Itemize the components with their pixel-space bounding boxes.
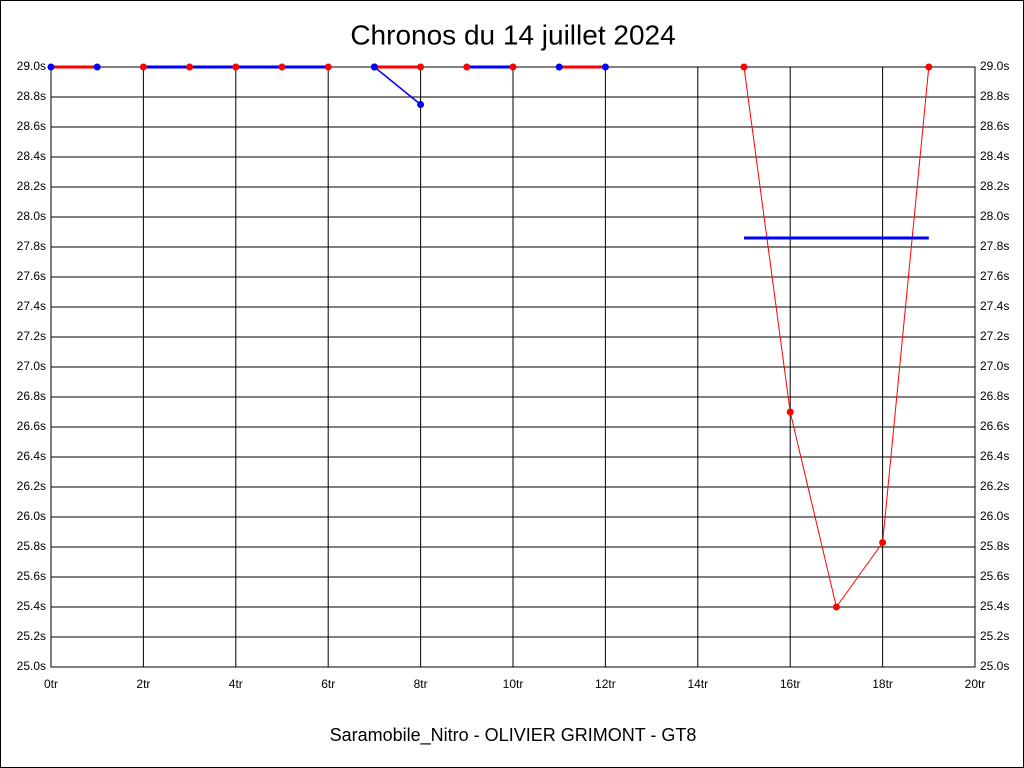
x-tick-label: 4tr: [229, 677, 243, 691]
y-tick-label-right: 29.0s: [980, 59, 1009, 73]
y-tick-label: 27.0s: [17, 359, 46, 373]
x-tick-label: 6tr: [321, 677, 335, 691]
y-tick-label: 25.6s: [17, 569, 46, 583]
y-tick-label-right: 25.0s: [980, 659, 1009, 673]
y-tick-label: 25.2s: [17, 629, 46, 643]
y-tick-label: 25.0s: [17, 659, 46, 673]
y-tick-label: 26.6s: [17, 419, 46, 433]
data-point: [232, 63, 240, 71]
y-tick-label-right: 28.2s: [980, 179, 1009, 193]
y-tick-label: 28.4s: [17, 149, 46, 163]
y-tick-label-right: 26.2s: [980, 479, 1009, 493]
y-tick-label: 28.6s: [17, 119, 46, 133]
data-point: [139, 63, 147, 71]
y-tick-label: 25.8s: [17, 539, 46, 553]
data-point: [417, 63, 425, 71]
x-tick-label: 0tr: [44, 677, 58, 691]
y-tick-label-right: 26.8s: [980, 389, 1009, 403]
y-tick-label-right: 27.4s: [980, 299, 1009, 313]
x-tick-label: 8tr: [414, 677, 428, 691]
data-point: [509, 63, 517, 71]
x-tick-label: 2tr: [136, 677, 150, 691]
y-tick-label-right: 25.2s: [980, 629, 1009, 643]
y-tick-label: 28.8s: [17, 89, 46, 103]
y-tick-label-right: 27.8s: [980, 239, 1009, 253]
x-tick-label: 18tr: [872, 677, 893, 691]
y-tick-label-right: 28.8s: [980, 89, 1009, 103]
y-tick-label: 26.4s: [17, 449, 46, 463]
y-tick-label: 26.8s: [17, 389, 46, 403]
chart-title: Chronos du 14 juillet 2024: [350, 19, 675, 50]
x-tick-label: 20tr: [965, 677, 986, 691]
data-point: [186, 63, 194, 71]
data-point: [601, 63, 609, 71]
y-tick-label-right: 27.0s: [980, 359, 1009, 373]
y-tick-label-right: 27.6s: [980, 269, 1009, 283]
y-tick-label: 27.2s: [17, 329, 46, 343]
y-tick-label: 26.0s: [17, 509, 46, 523]
data-point: [740, 63, 748, 71]
data-point: [324, 63, 332, 71]
data-point: [463, 63, 471, 71]
y-tick-label-right: 26.6s: [980, 419, 1009, 433]
data-point: [278, 63, 286, 71]
y-tick-label-right: 27.2s: [980, 329, 1009, 343]
y-tick-label: 28.2s: [17, 179, 46, 193]
y-tick-label-right: 25.4s: [980, 599, 1009, 613]
data-point: [786, 408, 794, 416]
x-axis-label: Saramobile_Nitro - OLIVIER GRIMONT - GT8: [330, 725, 697, 746]
data-point: [47, 63, 55, 71]
y-tick-label-right: 26.4s: [980, 449, 1009, 463]
x-tick-label: 14tr: [687, 677, 708, 691]
y-tick-label-right: 28.0s: [980, 209, 1009, 223]
data-point: [93, 63, 101, 71]
data-point: [925, 63, 933, 71]
data-point: [370, 63, 378, 71]
data-point: [879, 539, 887, 546]
y-tick-label: 25.4s: [17, 599, 46, 613]
x-tick-label: 16tr: [780, 677, 801, 691]
y-tick-label: 27.6s: [17, 269, 46, 283]
data-point: [417, 101, 425, 108]
series-line: [373, 66, 422, 106]
x-tick-label: 10tr: [503, 677, 524, 691]
y-tick-label-right: 28.6s: [980, 119, 1009, 133]
y-tick-label-right: 25.6s: [980, 569, 1009, 583]
y-tick-label: 28.0s: [17, 209, 46, 223]
y-tick-label-right: 25.8s: [980, 539, 1009, 553]
data-point: [555, 63, 563, 71]
x-tick-label: 12tr: [595, 677, 616, 691]
y-tick-label: 27.8s: [17, 239, 46, 253]
data-point: [832, 603, 840, 611]
y-tick-label: 27.4s: [17, 299, 46, 313]
y-tick-label: 26.2s: [17, 479, 46, 493]
y-tick-label-right: 26.0s: [980, 509, 1009, 523]
y-tick-label: 29.0s: [17, 59, 46, 73]
y-tick-label-right: 28.4s: [980, 149, 1009, 163]
